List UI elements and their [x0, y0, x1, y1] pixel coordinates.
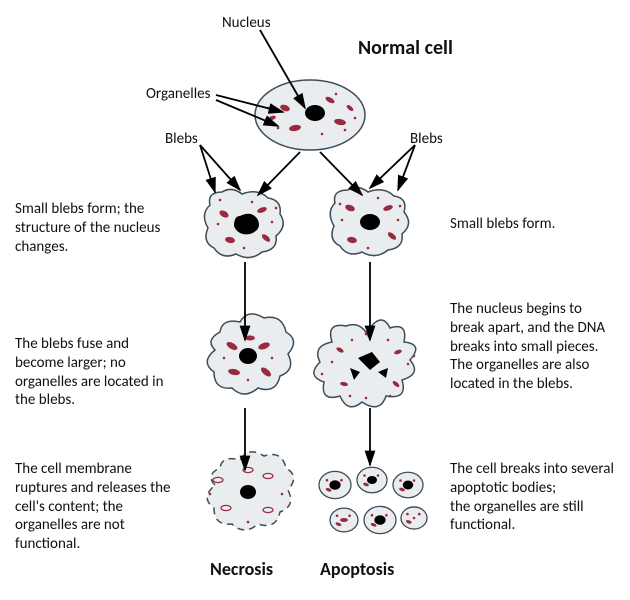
- label-organelles: Organelles: [146, 85, 210, 104]
- label-blebs-right: Blebs: [410, 130, 443, 149]
- label-blebs-left: Blebs: [165, 130, 198, 149]
- desc-apoptosis-3: The cell breaks into several apoptotic b…: [450, 460, 615, 535]
- desc-necrosis-1: Small blebs form; the structure of the n…: [15, 200, 180, 256]
- label-necrosis: Necrosis: [210, 558, 273, 581]
- label-nucleus: Nucleus: [222, 14, 271, 33]
- desc-necrosis-2: The blebs fuse and become larger; no org…: [15, 335, 180, 410]
- title-normal-cell: Normal cell: [358, 36, 453, 61]
- desc-necrosis-3: The cell membrane ruptures and releases …: [15, 460, 180, 554]
- desc-apoptosis-1: Small blebs form.: [450, 215, 615, 234]
- desc-apoptosis-2: The nucleus begins to break apart, and t…: [450, 300, 615, 394]
- cell-death-diagram: { "title": "Normal cell", "labels": { "n…: [0, 0, 630, 600]
- label-apoptosis: Apoptosis: [320, 558, 394, 581]
